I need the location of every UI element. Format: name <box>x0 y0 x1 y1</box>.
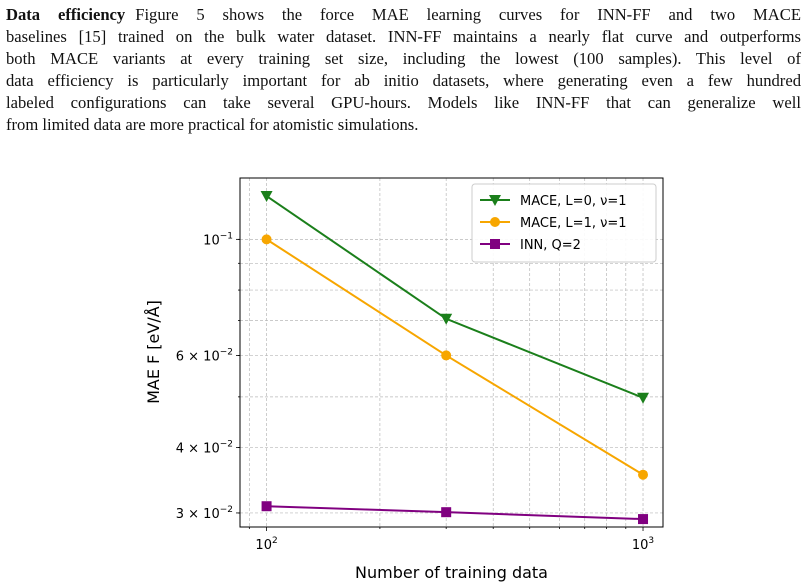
x-tick-label: 102 <box>255 536 277 553</box>
y-tick-label: 4 × 10−2 <box>176 440 233 457</box>
legend-label: INN, Q=2 <box>520 238 581 253</box>
series-1-point <box>440 313 453 325</box>
series-3-point <box>261 501 272 512</box>
y-tick-label: 3 × 10−2 <box>176 505 233 522</box>
paragraph-line-1: Data efficiency Figure 5 shows the force … <box>6 4 801 26</box>
y-tick-label: 6 × 10−2 <box>176 347 233 364</box>
legend-box <box>471 183 657 263</box>
legend-label: MACE, L=0, ν=1 <box>520 194 627 209</box>
paragraph-line-3: both MACE variants at every training set… <box>6 49 801 68</box>
paragraph-heading: Data efficiency <box>6 5 126 24</box>
series-layer <box>260 191 650 525</box>
series-3-point <box>638 514 649 525</box>
series-2-point <box>638 469 649 480</box>
legend-swatch-marker <box>490 217 500 227</box>
legend-swatch-marker <box>490 239 500 249</box>
x-tick-label: 103 <box>632 536 654 553</box>
series-2-point <box>261 234 272 245</box>
paragraph-line-5: labeled configurations can take several … <box>6 93 801 112</box>
legend-swatch-marker <box>489 195 501 206</box>
plot-frame <box>239 177 664 528</box>
paragraph-line-2: baselines [15] trained on the bulk water… <box>6 27 801 46</box>
series-1-point <box>637 392 650 404</box>
series-1-point <box>260 191 273 203</box>
paragraph: Data efficiency Figure 5 shows the force … <box>6 4 801 136</box>
x-axis-label: Number of training data <box>355 563 548 582</box>
grid <box>240 178 663 527</box>
series-2-point <box>441 350 452 361</box>
paragraph-line-4: data efficiency is particularly importan… <box>6 71 801 90</box>
paragraph-line-1-text: Figure 5 shows the force MAE learning cu… <box>135 5 801 24</box>
y-tick-label: 10−1 <box>203 231 233 248</box>
series-3-point <box>441 507 452 518</box>
legend-label: MACE, L=1, ν=1 <box>520 216 627 231</box>
legend: MACE, L=0, ν=1 MACE, L=1, ν=1 INN, Q=2 <box>471 183 657 263</box>
axis-ticks: 10−1 6 × 10−2 4 × 10−2 3 × 10−2 102 103 <box>176 231 654 553</box>
series-line-2 <box>266 238 644 476</box>
paragraph-line-6: from limited data are more practical for… <box>6 115 419 134</box>
y-axis-label: MAE F [eV/Å] <box>144 300 163 404</box>
